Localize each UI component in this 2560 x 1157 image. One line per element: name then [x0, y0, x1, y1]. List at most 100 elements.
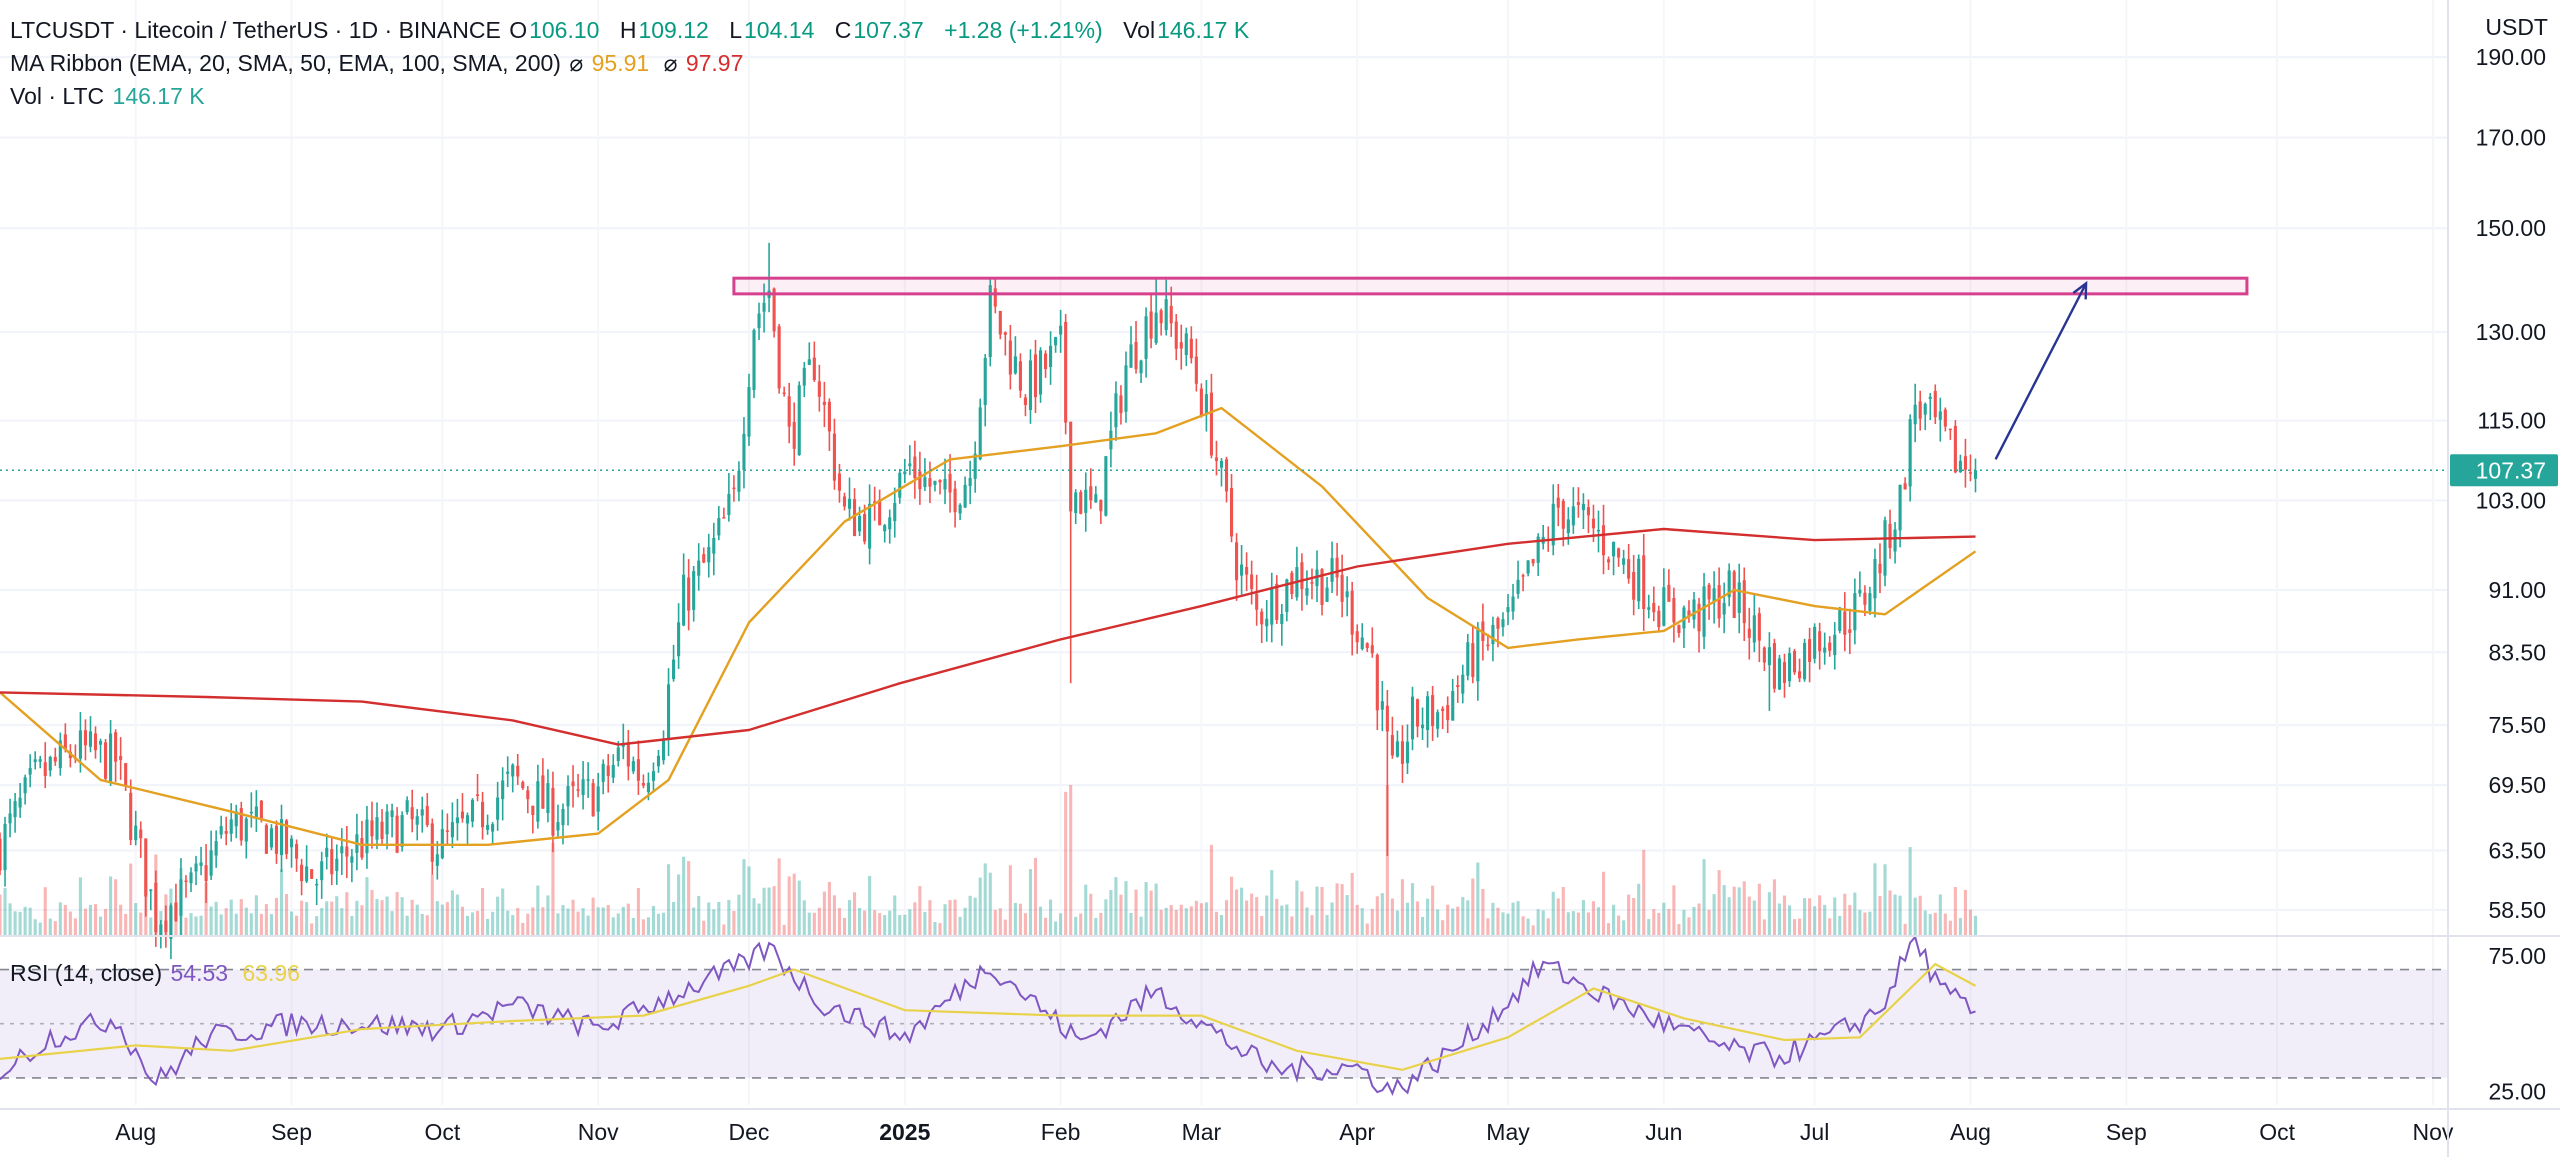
- candle-body: [762, 302, 766, 312]
- projection-arrow[interactable]: [1994, 282, 2088, 460]
- annotations[interactable]: [0, 276, 2448, 472]
- candle-body: [1079, 492, 1083, 514]
- volume-bar: [330, 901, 334, 935]
- candle-body: [1596, 529, 1601, 532]
- volume-bar: [903, 914, 907, 935]
- candle-body: [1556, 497, 1560, 508]
- time-tick-label: Mar: [1182, 1119, 1222, 1145]
- candle-body: [1933, 391, 1937, 418]
- volume-bar: [305, 902, 309, 935]
- currency-label[interactable]: USDT: [2485, 14, 2548, 40]
- volume-bar: [284, 894, 289, 935]
- candle-body: [772, 288, 776, 332]
- volume-bar: [737, 894, 741, 935]
- volume-bar: [1667, 908, 1671, 935]
- volume-bar: [1184, 908, 1188, 935]
- volume-bar: [536, 885, 540, 935]
- volume-bar: [1782, 895, 1787, 935]
- volume-bar: [1330, 902, 1334, 935]
- candle-body: [1199, 388, 1203, 417]
- candle-body: [1677, 624, 1681, 634]
- candle-body: [1803, 642, 1807, 680]
- volume-bar: [1968, 909, 1973, 935]
- candle-body: [943, 478, 947, 490]
- candle-body: [1380, 701, 1384, 710]
- volume-bar: [1561, 887, 1565, 935]
- candle-body: [1823, 647, 1827, 653]
- candle-body: [1214, 457, 1219, 461]
- volume-bar: [626, 903, 630, 935]
- candle-body: [1486, 644, 1490, 647]
- volume-bar: [873, 910, 877, 935]
- volume-bar: [847, 899, 852, 935]
- candle-body: [380, 821, 384, 839]
- volume-bar: [1451, 908, 1455, 935]
- volume-bar: [561, 905, 565, 935]
- candle-body: [1250, 574, 1254, 590]
- volume-bar: [1159, 909, 1163, 935]
- volume-bar: [1054, 921, 1058, 935]
- volume-bar: [546, 895, 550, 935]
- candle-body: [1516, 579, 1520, 594]
- volume-bar: [933, 922, 937, 935]
- rsi-legend[interactable]: RSI (14, close) 54.53 63.96: [10, 957, 308, 989]
- candle-body: [1576, 502, 1580, 505]
- volume-bar: [983, 863, 987, 935]
- volume-bar: [837, 908, 842, 935]
- candle-body: [511, 764, 515, 777]
- volume-bar: [93, 904, 98, 935]
- price-tick-label: 63.50: [2488, 837, 2546, 863]
- volume-bar: [1617, 915, 1621, 935]
- candle-body: [702, 554, 706, 563]
- candle-body: [305, 866, 309, 882]
- candle-body: [134, 825, 138, 841]
- time-tick-label: Sep: [2106, 1119, 2147, 1145]
- volume-bar: [1471, 878, 1475, 935]
- candle-body: [470, 799, 475, 822]
- candle-body: [1627, 559, 1631, 579]
- volume-bar: [1632, 898, 1636, 935]
- candle-body: [1395, 741, 1399, 757]
- volume-bar: [1506, 913, 1510, 935]
- candle-body: [159, 924, 163, 937]
- candle-body: [1255, 593, 1259, 610]
- volume-bar: [1486, 918, 1490, 935]
- ma-ribbon-legend[interactable]: MA Ribbon (EMA, 20, SMA, 50, EMA, 100, S…: [10, 47, 751, 79]
- volume-bar: [1803, 898, 1807, 935]
- ma-line: [0, 527, 1976, 746]
- candle-body: [953, 488, 957, 513]
- volume-bar: [802, 900, 806, 935]
- volume-bar: [1757, 883, 1761, 935]
- resistance-zone-box[interactable]: [732, 276, 2249, 296]
- volume-bar: [1084, 884, 1088, 935]
- volume-bar: [1395, 910, 1399, 935]
- candle-body: [596, 786, 600, 812]
- candle-body: [1888, 523, 1892, 549]
- volume-bar: [1612, 904, 1616, 935]
- volume-bar: [1255, 897, 1259, 935]
- volume-bar: [214, 901, 218, 935]
- volume-bar: [1737, 887, 1741, 935]
- candle-body: [521, 781, 525, 789]
- candle-body: [1415, 699, 1420, 727]
- volume-bar: [1797, 918, 1802, 935]
- volume-bar: [300, 900, 304, 935]
- candle-body: [1179, 342, 1183, 349]
- volume-legend[interactable]: Vol · LTC 146.17 K: [10, 80, 213, 112]
- rsi-ma-value: 63.96: [242, 960, 301, 986]
- volume-bar: [998, 908, 1002, 935]
- volume-bar: [782, 924, 786, 935]
- candle-body: [1496, 618, 1500, 629]
- candle-body: [998, 310, 1002, 335]
- volume-bar: [129, 863, 133, 935]
- candle-body: [863, 514, 867, 542]
- volume-bar: [33, 919, 37, 935]
- candle-body: [1209, 392, 1213, 456]
- candle-body: [561, 808, 565, 825]
- volume-bar: [486, 918, 490, 935]
- volume-bar: [817, 907, 821, 935]
- candle-body: [63, 734, 67, 749]
- volume-bar: [1119, 894, 1123, 935]
